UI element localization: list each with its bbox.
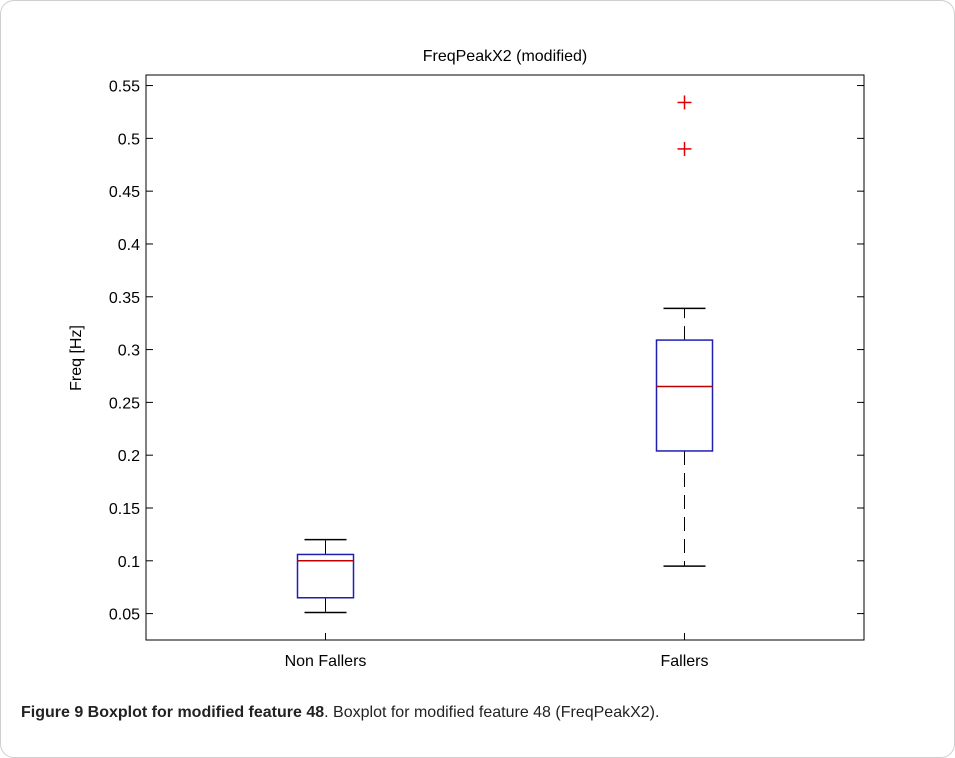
chart-title: FreqPeakX2 (modified) bbox=[423, 48, 588, 65]
y-tick-label: 0.25 bbox=[109, 395, 140, 412]
x-tick-label: Fallers bbox=[660, 653, 708, 670]
y-tick-label: 0.3 bbox=[118, 343, 140, 360]
y-tick-label: 0.35 bbox=[109, 290, 140, 307]
caption-text: . Boxplot for modified feature 48 (FreqP… bbox=[324, 704, 660, 721]
outlier-marker bbox=[677, 141, 692, 156]
plot-area bbox=[145, 74, 865, 641]
caption-label: Figure 9 Boxplot for modified feature 48 bbox=[21, 704, 325, 721]
boxplot-chart: FreqPeakX2 (modified) Freq [Hz] 0.050.10… bbox=[68, 48, 865, 670]
y-tick-label: 0.05 bbox=[109, 607, 140, 624]
x-tick-label: Non Fallers bbox=[285, 653, 367, 670]
y-tick-label: 0.45 bbox=[109, 184, 140, 201]
y-tick-label: 0.4 bbox=[118, 237, 140, 254]
box-iqr bbox=[296, 553, 355, 599]
y-axis: 0.05 0.1 0.15 0.2 0.25 0.3 0.35 0.4 0.45 0.5 0.55 bbox=[109, 79, 864, 624]
x-axis: Non Fallers Fallers bbox=[285, 633, 709, 670]
outlier-marker bbox=[677, 95, 692, 110]
y-tick-label: 0.15 bbox=[109, 501, 140, 518]
y-axis-label: Freq [Hz] bbox=[68, 325, 85, 391]
box-iqr bbox=[655, 339, 714, 452]
boxes-group bbox=[296, 95, 714, 614]
y-tick-label: 0.55 bbox=[109, 79, 140, 96]
y-tick-label: 0.2 bbox=[118, 448, 140, 465]
y-tick-label: 0.1 bbox=[118, 554, 140, 571]
figure-caption: Figure 9 Boxplot for modified feature 48… bbox=[21, 704, 659, 722]
y-tick-label: 0.5 bbox=[118, 131, 140, 148]
